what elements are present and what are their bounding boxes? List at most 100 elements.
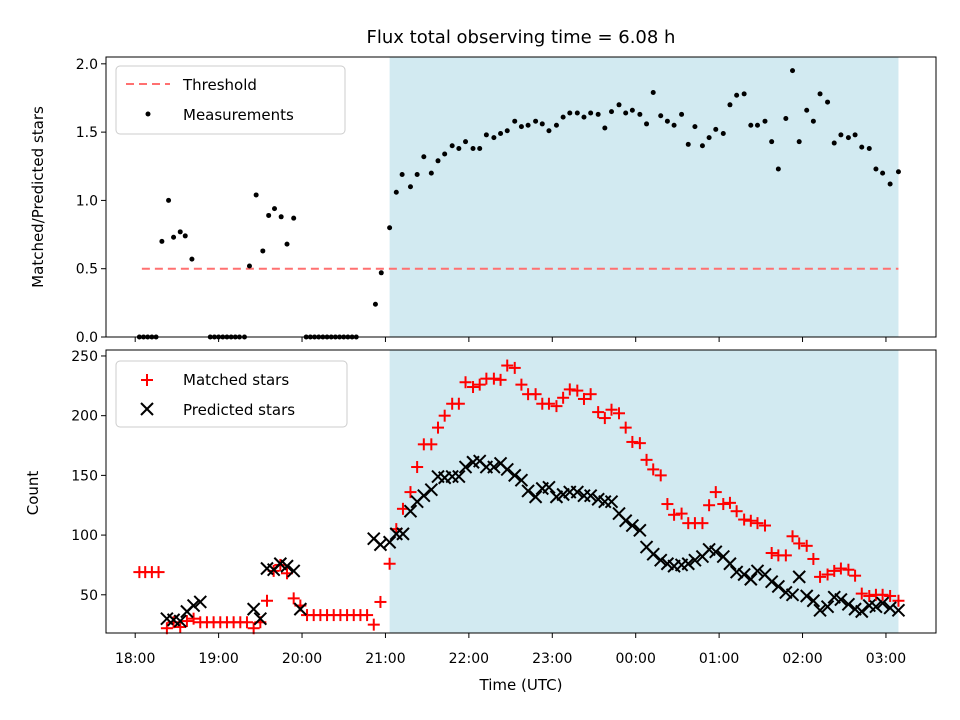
measurement-point-79	[637, 111, 643, 117]
measurement-point-104	[810, 118, 816, 124]
x-tick-label-7: 01:00	[699, 651, 739, 667]
axes-frame-bottom	[105, 349, 937, 634]
measurement-point-76	[616, 102, 622, 108]
matched-point-19	[260, 594, 273, 607]
matched-point-56	[515, 378, 528, 391]
matched-point-34	[361, 609, 374, 622]
matched-point-100	[821, 568, 834, 581]
predicted-point-74	[785, 588, 800, 602]
measurement-point-111	[859, 144, 865, 150]
measurement-point-52	[449, 143, 455, 149]
measurement-point-6	[166, 197, 172, 203]
legend-top: Threshold Measurements	[115, 65, 346, 135]
chart-title: Flux total observing time = 6.08 h	[367, 27, 676, 48]
measurement-point-75	[609, 109, 615, 115]
predicted-point-31	[487, 460, 501, 474]
predicted-point-66	[729, 565, 744, 579]
legend-bottom-box	[115, 360, 348, 428]
predicted-point-78	[813, 603, 827, 618]
measurement-point-60	[504, 128, 510, 134]
shaded-region-bottom	[389, 350, 899, 633]
measurement-point-9	[182, 233, 188, 239]
ratio-ytick-label-4: 2.0	[76, 57, 98, 73]
measurement-point-58	[491, 135, 497, 141]
predicted-point-45	[583, 488, 598, 503]
matched-point-104	[849, 569, 862, 582]
matched-point-43	[425, 438, 438, 451]
predicted-point-43	[570, 485, 585, 499]
x-tick-label-1: 19:00	[198, 651, 238, 667]
measurement-point-81	[650, 90, 656, 96]
measurement-point-50	[435, 158, 441, 164]
measurement-point-107	[831, 140, 837, 146]
matched-point-91	[758, 519, 771, 532]
predicted-point-21	[417, 488, 431, 503]
matched-point-65	[577, 392, 590, 405]
measurement-point-71	[581, 114, 587, 120]
matched-point-40	[404, 486, 417, 499]
matched-point-79	[675, 507, 688, 520]
axes-frame-top	[105, 56, 937, 338]
predicted-point-71	[764, 574, 779, 589]
matched-point-106	[863, 589, 876, 602]
ratio-y-ticks: 0.0 0.5 1.0 1.5 2.0	[76, 57, 106, 346]
ratio-y-label: Matched/Predicted stars	[29, 106, 47, 288]
measurement-point-70	[574, 110, 580, 116]
predicted-point-5	[193, 595, 207, 609]
legend-matched-label: Matched stars	[183, 371, 289, 389]
matched-point-66	[584, 388, 597, 401]
matched-point-68	[598, 412, 611, 425]
predicted-point-22	[424, 483, 439, 497]
predicted-point-12	[286, 564, 301, 578]
matched-point-67	[592, 406, 605, 419]
predicted-point-82	[841, 597, 856, 612]
matched-point-70	[613, 407, 626, 420]
matched-point-62	[557, 391, 570, 404]
predicted-point-87	[875, 596, 890, 610]
measurement-point-7	[171, 234, 177, 240]
predicted-point-51	[625, 518, 640, 533]
matched-point-82	[696, 517, 709, 530]
predicted-point-37	[528, 490, 543, 504]
measurement-point-103	[804, 107, 810, 113]
measurement-point-45	[399, 171, 405, 177]
measurement-point-20	[246, 263, 252, 269]
legend-predicted-swatch	[140, 402, 154, 416]
matched-point-61	[550, 400, 563, 413]
measurement-point-78	[629, 107, 635, 113]
predicted-point-26	[452, 469, 466, 484]
measurement-point-46	[407, 184, 413, 190]
matched-point-110	[892, 594, 905, 607]
matched-point-35	[367, 618, 380, 631]
measurement-point-84	[671, 122, 677, 128]
matched-point-48	[459, 376, 472, 389]
matched-point-105	[855, 587, 868, 600]
predicted-point-16	[382, 535, 397, 549]
x-tick-label-0: 18:00	[115, 651, 155, 667]
measurement-point-49	[428, 170, 434, 176]
measurement-point-54	[463, 139, 469, 145]
x-tick-label-9: 03:00	[866, 651, 906, 667]
matched-point-36	[374, 595, 387, 608]
measurement-point-74	[602, 125, 608, 131]
predicted-point-34	[508, 468, 522, 483]
predicted-point-19	[403, 504, 418, 518]
matched-point-101	[828, 564, 841, 577]
measurement-point-44	[393, 189, 399, 195]
matched-point-17	[247, 622, 260, 635]
x-tick-label-5: 23:00	[532, 651, 572, 667]
measurement-point-10	[189, 256, 195, 262]
predicted-point-27	[458, 460, 473, 474]
count-ytick-label-2: 150	[71, 468, 98, 484]
matched-points	[133, 359, 905, 635]
matched-point-97	[800, 539, 813, 552]
predicted-points	[160, 454, 906, 628]
measurement-point-77	[623, 110, 629, 116]
predicted-point-86	[869, 600, 883, 614]
measurement-point-92	[727, 102, 733, 108]
matched-point-74	[640, 453, 653, 466]
measurement-point-66	[546, 128, 552, 134]
ratio-ytick-label-0: 0.0	[76, 330, 98, 346]
matched-point-96	[793, 537, 806, 550]
